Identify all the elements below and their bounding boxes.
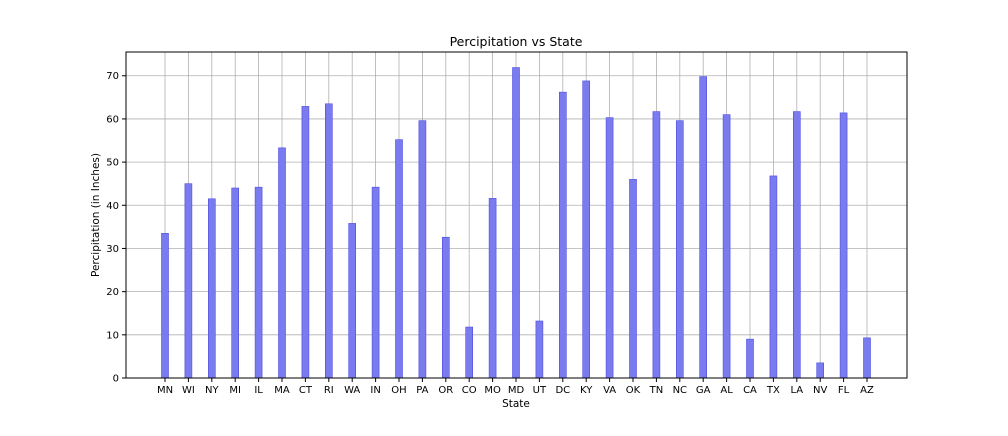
- bar-ca: [746, 338, 754, 379]
- x-tick-label: GA: [696, 385, 711, 396]
- x-tick-label: PA: [416, 385, 428, 396]
- bar-co: [465, 326, 474, 379]
- y-tick-label: 30: [106, 244, 119, 255]
- y-axis-label: Percipitation (in Inches): [90, 153, 102, 277]
- bar-ok: [629, 179, 637, 379]
- x-tick-label: CO: [462, 385, 477, 396]
- plot-frame: [125, 51, 908, 379]
- bars-layer: [161, 67, 871, 379]
- bar-ga: [699, 76, 708, 379]
- x-tick-label: NY: [205, 385, 219, 396]
- x-tick-label: TX: [766, 385, 780, 396]
- bar-wa: [348, 223, 357, 379]
- bar-fl: [839, 112, 848, 379]
- bar-ma: [278, 147, 286, 379]
- bar-ut: [535, 320, 544, 379]
- x-tick-label: IL: [254, 385, 263, 396]
- x-tick-label: MA: [274, 385, 290, 396]
- bar-pa: [418, 120, 427, 379]
- y-axis-ticks: 0 10 20 30 40 50 60 70: [106, 71, 126, 385]
- x-tick-label: VA: [603, 385, 616, 396]
- bar-nv: [816, 362, 825, 379]
- x-tick-label: MN: [157, 385, 173, 396]
- bar-tn: [652, 111, 661, 379]
- x-axis-ticks: MN WI NY MI IL MA CT RI WA IN OH PA OR CO MO MD UT DC KY VA…: [157, 378, 874, 396]
- x-tick-label: TN: [649, 385, 664, 396]
- x-tick-label: RI: [324, 385, 334, 396]
- x-tick-label: CA: [743, 385, 757, 396]
- bar-in: [371, 186, 380, 379]
- bar-nc: [675, 120, 684, 379]
- x-tick-label: LA: [790, 385, 803, 396]
- y-tick-label: 40: [106, 201, 119, 212]
- x-axis-label: State: [502, 398, 530, 410]
- x-tick-label: MD: [508, 385, 525, 396]
- bar-az: [863, 337, 871, 379]
- bar-oh: [395, 139, 403, 379]
- x-tick-label: AL: [720, 385, 733, 396]
- y-tick-label: 0: [113, 374, 119, 385]
- bar-il: [254, 186, 263, 379]
- bar-dc: [558, 91, 567, 379]
- x-tick-label: MI: [229, 385, 241, 396]
- x-tick-label: NC: [673, 385, 687, 396]
- x-tick-label: IN: [370, 385, 380, 396]
- y-tick-label: 70: [106, 71, 119, 82]
- bar-md: [512, 67, 520, 379]
- bar-la: [792, 111, 801, 379]
- y-tick-label: 10: [106, 330, 119, 341]
- x-tick-label: MO: [484, 385, 501, 396]
- x-tick-label: OR: [438, 385, 453, 396]
- x-tick-label: UT: [533, 385, 547, 396]
- x-tick-label: CT: [299, 385, 313, 396]
- x-tick-label: WA: [344, 385, 360, 396]
- bar-al: [722, 114, 731, 379]
- bar-ny: [208, 198, 216, 379]
- bar-va: [605, 117, 614, 379]
- x-tick-label: KY: [580, 385, 593, 396]
- bar-mi: [231, 187, 239, 379]
- x-tick-label: AZ: [860, 385, 874, 396]
- y-tick-label: 20: [106, 287, 119, 298]
- x-tick-label: OH: [391, 385, 406, 396]
- bar-ri: [324, 103, 333, 379]
- bar-ky: [582, 80, 591, 379]
- bar-ct: [301, 106, 310, 379]
- y-tick-label: 60: [106, 114, 119, 125]
- bar-tx: [769, 175, 778, 379]
- x-tick-label: NV: [813, 385, 827, 396]
- x-tick-label: WI: [182, 385, 195, 396]
- x-tick-label: FL: [838, 385, 850, 396]
- y-tick-label: 50: [106, 158, 119, 169]
- x-tick-label: DC: [555, 385, 570, 396]
- bar-wi: [184, 183, 193, 379]
- bar-mn: [161, 233, 169, 379]
- chart-title: Percipitation vs State: [450, 34, 583, 49]
- bar-mo: [488, 198, 497, 379]
- x-tick-label: OK: [626, 385, 641, 396]
- bar-or: [441, 236, 450, 379]
